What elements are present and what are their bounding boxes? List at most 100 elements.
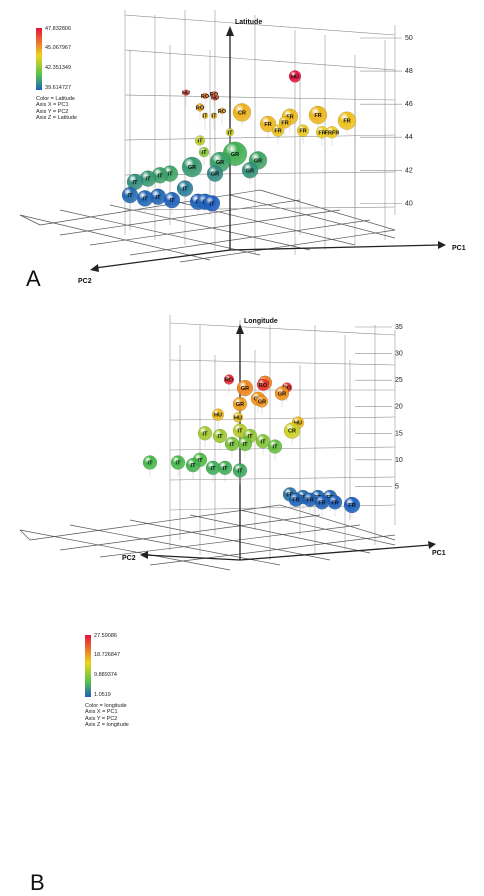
data-point-label: HU xyxy=(214,413,222,419)
floor-grid-line xyxy=(129,519,331,561)
z-tick-label: 46 xyxy=(405,101,413,108)
data-point-label: IT xyxy=(158,173,164,179)
z-tick-label: 48 xyxy=(405,68,413,75)
data-point-label: GR xyxy=(216,160,224,166)
data-point-label: FR xyxy=(348,503,355,509)
z-axis-arrow xyxy=(226,26,234,36)
wall-grid-line xyxy=(169,416,396,421)
data-point-label: IT xyxy=(198,458,204,464)
z-axis-label: Latitude xyxy=(235,19,262,26)
data-point-label: IT xyxy=(168,172,174,178)
z-tick-label: 50 xyxy=(405,35,413,42)
data-point-label: IT xyxy=(191,463,197,469)
data-point-label: FR xyxy=(306,498,313,504)
data-point-label: FR xyxy=(318,500,325,506)
floor-grid-line xyxy=(19,529,231,571)
x-axis-label: PC1 xyxy=(452,245,466,252)
floor-grid-line xyxy=(89,209,341,246)
data-point-label: IT xyxy=(128,193,134,199)
floor-grid-line xyxy=(19,214,41,226)
data-point-sphere xyxy=(278,116,292,129)
legend-axis-z-line: Axis Z = longitude xyxy=(85,722,129,729)
z-tick-label: 15 xyxy=(395,430,403,437)
y-axis-line xyxy=(94,249,231,269)
data-point-sphere xyxy=(163,191,181,209)
data-point-sphere xyxy=(217,460,233,476)
data-point-label: IT xyxy=(176,461,182,467)
legend-tick: 1.0519 xyxy=(94,692,111,698)
floor-grid-line xyxy=(189,514,371,554)
data-point-sphere xyxy=(296,124,310,137)
data-point-label: IT xyxy=(211,466,217,472)
data-point-label: FR xyxy=(343,119,350,125)
floor-grid-line xyxy=(99,524,361,558)
data-point-label: IT xyxy=(238,429,244,435)
data-point-sphere xyxy=(198,146,210,158)
data-point-label: RO xyxy=(283,385,292,391)
data-point-sphere xyxy=(218,107,226,114)
data-point-label: IT xyxy=(183,187,189,193)
data-point-label: IT xyxy=(133,180,139,186)
z-tick-label: 30 xyxy=(395,351,403,358)
data-point-label: IT xyxy=(230,442,236,448)
data-point-label: IT xyxy=(146,177,152,183)
wall-grid-line xyxy=(124,14,396,36)
data-point-label: IT xyxy=(143,196,149,202)
floor-grid-line xyxy=(279,504,396,541)
panel-a: LatitudePC1PC2504846444240HUHUROROHURORO… xyxy=(0,0,484,300)
data-point-label: RO xyxy=(201,94,210,100)
data-point-label: HU xyxy=(291,74,299,80)
data-point-label: GR xyxy=(236,402,244,408)
data-point-sphere xyxy=(225,128,235,137)
data-point-label: IT xyxy=(228,130,234,136)
z-tick-label: 35 xyxy=(395,324,403,331)
data-point-label: GR xyxy=(278,391,286,397)
floor-grid-line xyxy=(239,509,396,546)
data-point-sphere xyxy=(176,180,194,197)
data-point-sphere xyxy=(288,70,302,83)
scatter3d-latitude: LatitudePC1PC2504846444240HUHUROROHURORO… xyxy=(19,10,466,285)
data-point-label: FR xyxy=(331,500,338,506)
floor-grid-line xyxy=(179,229,396,263)
x-axis-line xyxy=(239,544,431,561)
wall-grid-line xyxy=(169,322,396,336)
data-point-label: RO xyxy=(259,383,268,389)
data-point-sphere xyxy=(212,428,228,444)
legend-axis-y-line: Axis Y = PC2 xyxy=(36,108,69,115)
data-point-sphere xyxy=(206,165,224,182)
data-point-sphere xyxy=(232,103,252,122)
data-point-label: RO xyxy=(196,105,205,111)
data-point-label: GR xyxy=(211,172,219,178)
data-point-label: FR xyxy=(264,122,271,128)
wall-grid-line xyxy=(124,134,396,141)
data-point-label: FR xyxy=(286,492,293,498)
data-point-sphere xyxy=(256,378,270,392)
floor-grid-line xyxy=(259,189,396,231)
data-point-label: GR xyxy=(188,165,196,171)
data-point-sphere xyxy=(142,455,158,470)
data-point-label: IT xyxy=(223,466,229,472)
data-point-sphere xyxy=(182,89,190,96)
data-point-sphere xyxy=(203,195,221,212)
data-point-label: CR xyxy=(288,429,296,435)
data-point-sphere xyxy=(232,412,244,423)
data-point-label: IT xyxy=(218,434,224,440)
wall-grid-line xyxy=(169,476,396,481)
floor-grid-line xyxy=(59,199,301,236)
data-point-sphere xyxy=(271,124,285,137)
data-point-label: FR xyxy=(292,498,299,504)
wall-grid-line xyxy=(124,94,396,101)
data-point-sphere xyxy=(197,426,213,441)
data-point-sphere xyxy=(327,495,343,510)
legend-color-line: Color = Latitude xyxy=(36,96,75,102)
z-tick-label: 25 xyxy=(395,377,403,384)
x-axis-label: PC1 xyxy=(432,550,446,557)
floor-grid-line xyxy=(129,219,371,256)
z-tick-label: 44 xyxy=(405,134,413,141)
legend-tick: 9.889374 xyxy=(94,672,117,678)
y-axis-line xyxy=(144,554,241,561)
data-point-sphere xyxy=(274,386,290,401)
legend-axis-z-line: Axis Z = Latitude xyxy=(36,115,78,122)
floor-grid-line xyxy=(39,189,261,226)
data-point-label: IT xyxy=(156,195,162,201)
